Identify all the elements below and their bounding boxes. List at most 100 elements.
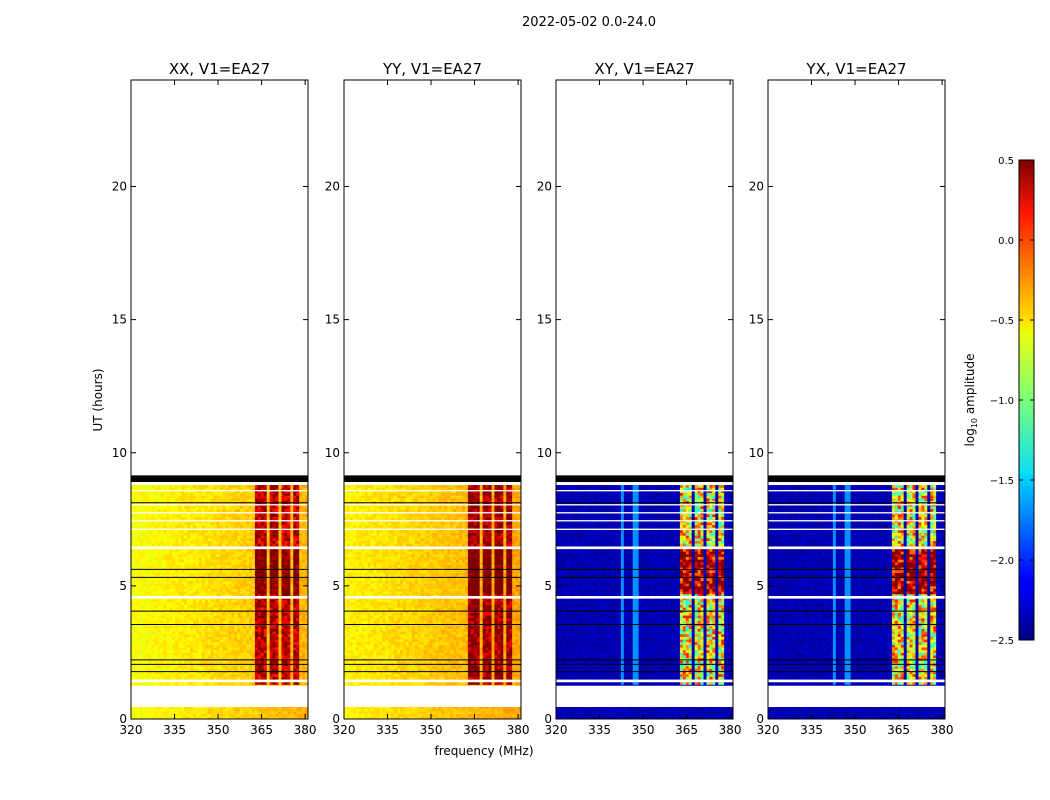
heatmap-cell bbox=[267, 650, 270, 653]
heatmap-cell bbox=[228, 660, 231, 663]
heatmap-cell bbox=[190, 628, 193, 631]
heatmap-cell bbox=[276, 714, 279, 717]
heatmap-cell bbox=[166, 644, 169, 647]
heatmap-cell bbox=[273, 613, 276, 616]
heatmap-cell bbox=[279, 708, 282, 711]
heatmap-cell bbox=[146, 613, 149, 616]
heatmap-cell bbox=[152, 674, 155, 677]
heatmap-cell bbox=[137, 605, 140, 608]
heatmap-cell bbox=[163, 666, 166, 669]
heatmap-cell bbox=[261, 626, 264, 629]
heatmap-cell bbox=[293, 639, 296, 642]
heatmap-cell bbox=[264, 613, 267, 616]
heatmap-cell bbox=[166, 655, 169, 658]
heatmap-cell bbox=[134, 674, 137, 677]
heatmap-cell bbox=[284, 647, 287, 650]
heatmap-cell bbox=[199, 655, 202, 658]
heatmap-cell bbox=[222, 647, 225, 650]
heatmap-cell bbox=[246, 626, 249, 629]
heatmap-cell bbox=[172, 652, 175, 655]
heatmap-cell bbox=[178, 626, 181, 629]
heatmap-cell bbox=[190, 655, 193, 658]
heatmap-cell bbox=[146, 674, 149, 677]
heatmap-cell bbox=[261, 652, 264, 655]
heatmap-cell bbox=[152, 605, 155, 608]
heatmap-cell bbox=[222, 711, 225, 714]
heatmap-cell bbox=[258, 642, 261, 645]
heatmap-cell bbox=[193, 652, 196, 655]
heatmap-cell bbox=[214, 626, 217, 629]
heatmap-cell bbox=[140, 615, 143, 618]
heatmap-cell bbox=[284, 644, 287, 647]
heatmap-cell bbox=[143, 613, 146, 616]
heatmap-cell bbox=[293, 626, 296, 629]
heatmap-cell bbox=[299, 618, 302, 621]
heatmap-cell bbox=[243, 639, 246, 642]
heatmap-cell bbox=[140, 626, 143, 629]
heatmap-cell bbox=[258, 631, 261, 634]
heatmap-cell bbox=[270, 642, 273, 645]
heatmap-cell bbox=[270, 676, 273, 679]
heatmap-cell bbox=[217, 708, 220, 711]
heatmap-cell bbox=[163, 676, 166, 679]
heatmap-cell bbox=[208, 631, 211, 634]
heatmap-cell bbox=[184, 626, 187, 629]
heatmap-cell bbox=[252, 636, 255, 639]
heatmap-cell bbox=[249, 628, 252, 631]
heatmap-cell bbox=[222, 708, 225, 711]
heatmap-cell bbox=[169, 666, 172, 669]
heatmap-cell bbox=[208, 674, 211, 677]
heatmap-cell bbox=[299, 636, 302, 639]
heatmap-cell bbox=[281, 636, 284, 639]
heatmap-cell bbox=[208, 615, 211, 618]
heatmap-cell bbox=[211, 639, 214, 642]
heatmap-cell bbox=[279, 647, 282, 650]
heatmap-cell bbox=[287, 660, 290, 663]
heatmap-cell bbox=[166, 714, 169, 717]
heatmap-cell bbox=[267, 631, 270, 634]
heatmap-cell bbox=[199, 607, 202, 610]
heatmap-cell bbox=[246, 660, 249, 663]
heatmap-cell bbox=[290, 666, 293, 669]
heatmap-cell bbox=[270, 647, 273, 650]
heatmap-cell bbox=[190, 660, 193, 663]
heatmap-cell bbox=[193, 631, 196, 634]
heatmap-cell bbox=[243, 613, 246, 616]
heatmap-cell bbox=[175, 711, 178, 714]
heatmap-cell bbox=[220, 668, 223, 671]
heatmap-cell bbox=[208, 636, 211, 639]
heatmap-cell bbox=[161, 676, 164, 679]
heatmap-cell bbox=[287, 708, 290, 711]
heatmap-cell bbox=[234, 644, 237, 647]
heatmap-cell bbox=[137, 634, 140, 637]
heatmap-cell bbox=[202, 628, 205, 631]
heatmap-cell bbox=[134, 650, 137, 653]
heatmap-cell bbox=[217, 615, 220, 618]
heatmap-cell bbox=[299, 660, 302, 663]
heatmap-cell bbox=[302, 634, 305, 637]
heatmap-cell bbox=[205, 711, 208, 714]
heatmap-cell bbox=[158, 631, 161, 634]
heatmap-cell bbox=[202, 620, 205, 623]
heatmap-cell bbox=[158, 674, 161, 677]
heatmap-cell bbox=[166, 639, 169, 642]
heatmap-cell bbox=[222, 605, 225, 608]
heatmap-cell bbox=[181, 647, 184, 650]
heatmap-cell bbox=[211, 708, 214, 711]
heatmap-cell bbox=[137, 666, 140, 669]
heatmap-cell bbox=[222, 655, 225, 658]
heatmap-cell bbox=[237, 642, 240, 645]
heatmap-cell bbox=[270, 666, 273, 669]
heatmap-cell bbox=[146, 655, 149, 658]
heatmap-cell bbox=[187, 620, 190, 623]
heatmap-cell bbox=[220, 676, 223, 679]
heatmap-cell bbox=[284, 674, 287, 677]
heatmap-cell bbox=[225, 660, 228, 663]
heatmap-cell bbox=[228, 674, 231, 677]
heatmap-cell bbox=[166, 605, 169, 608]
heatmap-cell bbox=[228, 618, 231, 621]
heatmap-cell bbox=[146, 714, 149, 717]
heatmap-cell bbox=[143, 642, 146, 645]
heatmap-cell bbox=[261, 618, 264, 621]
heatmap-cell bbox=[184, 711, 187, 714]
